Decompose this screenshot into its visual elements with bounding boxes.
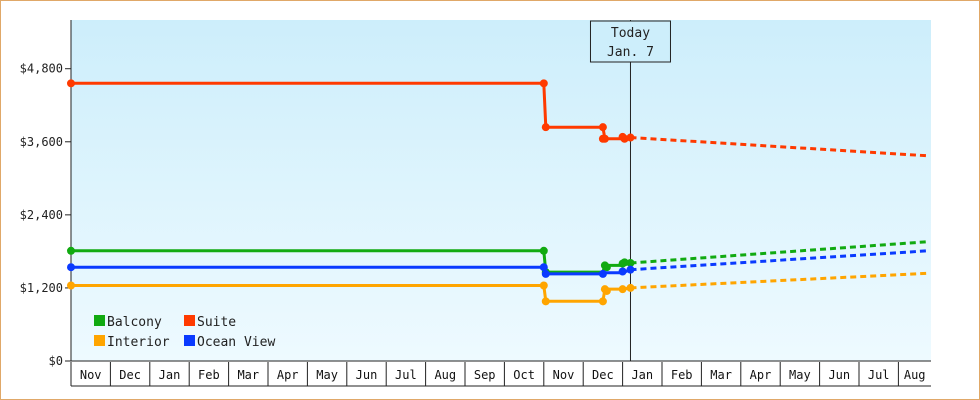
month-label: Aug (904, 368, 926, 382)
data-point (539, 79, 548, 88)
data-point (598, 123, 607, 132)
data-point (618, 267, 627, 276)
plot-background (71, 20, 931, 361)
data-point (539, 246, 548, 255)
y-tick-label: $2,400 (20, 208, 63, 222)
month-label: Dec (592, 368, 614, 382)
data-point (598, 269, 607, 278)
today-box (589, 20, 671, 63)
month-label: Mar (710, 368, 732, 382)
legend-swatch (184, 335, 195, 346)
y-tick-label: $0 (49, 354, 63, 368)
data-point (67, 281, 75, 290)
month-label: Jun (828, 368, 850, 382)
legend-item: Interior (94, 335, 170, 350)
data-point (598, 297, 607, 306)
legend-label: Suite (197, 315, 236, 330)
data-point (541, 297, 550, 306)
legend-swatch (184, 315, 195, 326)
legend-label: Ocean View (197, 335, 275, 350)
month-label: Mar (237, 368, 259, 382)
month-label: Aug (434, 368, 456, 382)
month-label: Dec (119, 368, 141, 382)
y-tick-label: $3,600 (20, 135, 63, 149)
legend-item: Ocean View (184, 335, 275, 350)
data-point (600, 134, 609, 143)
month-label: Jan (159, 368, 181, 382)
month-label: Nov (80, 368, 102, 382)
data-point (620, 258, 629, 267)
legend-item: Suite (184, 315, 236, 330)
data-point (626, 265, 635, 274)
legend-label: Balcony (107, 315, 162, 330)
data-point (626, 283, 635, 292)
legend-label: Interior (107, 335, 170, 350)
series-suite (67, 79, 928, 158)
legend-swatch (94, 335, 105, 346)
month-label: Nov (553, 368, 575, 382)
data-point (67, 79, 75, 88)
data-point (626, 133, 635, 142)
month-label: May (789, 368, 811, 382)
legend-item: Balcony (94, 315, 162, 330)
data-point (541, 269, 550, 278)
month-label: Apr (750, 368, 772, 382)
month-label: Feb (198, 368, 220, 382)
data-point (67, 246, 75, 255)
month-label: Jan (631, 368, 653, 382)
y-tick-label: $4,800 (20, 62, 63, 76)
month-label: Jun (356, 368, 378, 382)
legend-swatch (94, 315, 105, 326)
month-label: Apr (277, 368, 299, 382)
today-label: Today (611, 26, 650, 41)
month-label: Jul (868, 368, 890, 382)
month-label: Jul (395, 368, 417, 382)
data-point (539, 281, 548, 290)
data-point (626, 258, 635, 267)
series-ocean-view (67, 249, 928, 278)
today-date: Jan. 7 (607, 45, 654, 60)
data-point (67, 263, 75, 272)
data-point (539, 263, 548, 272)
data-point (541, 123, 550, 132)
data-point (602, 263, 611, 272)
month-label: May (316, 368, 338, 382)
month-label: Feb (671, 368, 693, 382)
month-label: Sep (474, 368, 496, 382)
month-label: Oct (513, 368, 535, 382)
data-point (602, 286, 611, 295)
series-interior (67, 271, 928, 306)
y-tick-label: $1,200 (20, 281, 63, 295)
data-point (618, 285, 627, 294)
